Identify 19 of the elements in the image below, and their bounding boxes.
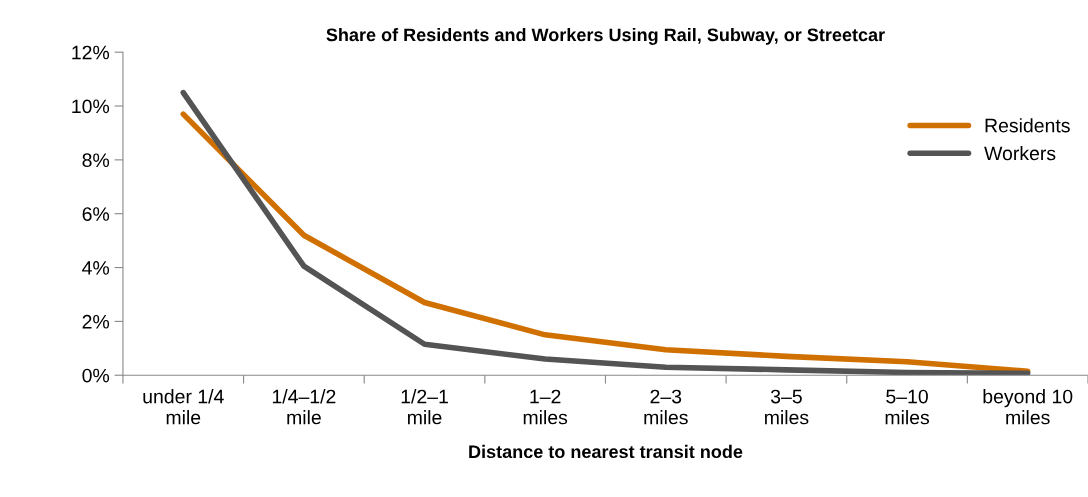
legend-label: Residents bbox=[985, 118, 1070, 133]
x-tick-label: beyond 10 miles bbox=[983, 389, 1073, 425]
y-tick-label: 4% bbox=[82, 261, 110, 275]
y-tick-label: 10% bbox=[72, 99, 110, 114]
x-tick-label: 3–5 miles bbox=[765, 389, 809, 425]
x-tick-label: 5–10 miles bbox=[885, 389, 930, 425]
y-tick-label: 8% bbox=[82, 153, 110, 168]
y-tick-label: 0% bbox=[82, 368, 110, 383]
y-tick-label: 12% bbox=[72, 45, 110, 60]
x-tick-label: 1/2–1 mile bbox=[401, 389, 448, 425]
x-tick-label: 1/4–1/2 mile bbox=[272, 389, 336, 425]
x-tick-label: 2–3 miles bbox=[644, 389, 688, 425]
y-tick-label: 6% bbox=[82, 207, 110, 221]
y-tick-label: 2% bbox=[82, 314, 110, 329]
x-tick-label: 1–2 miles bbox=[523, 389, 568, 425]
x-tick-label: under 1/4 mile bbox=[143, 389, 224, 425]
legend-label: Workers bbox=[984, 145, 1056, 161]
chart-title: Share of Residents and Workers Using Rail, Subway, or Streetcar bbox=[326, 27, 885, 45]
x-axis-title: Distance to nearest transit node bbox=[469, 444, 743, 459]
